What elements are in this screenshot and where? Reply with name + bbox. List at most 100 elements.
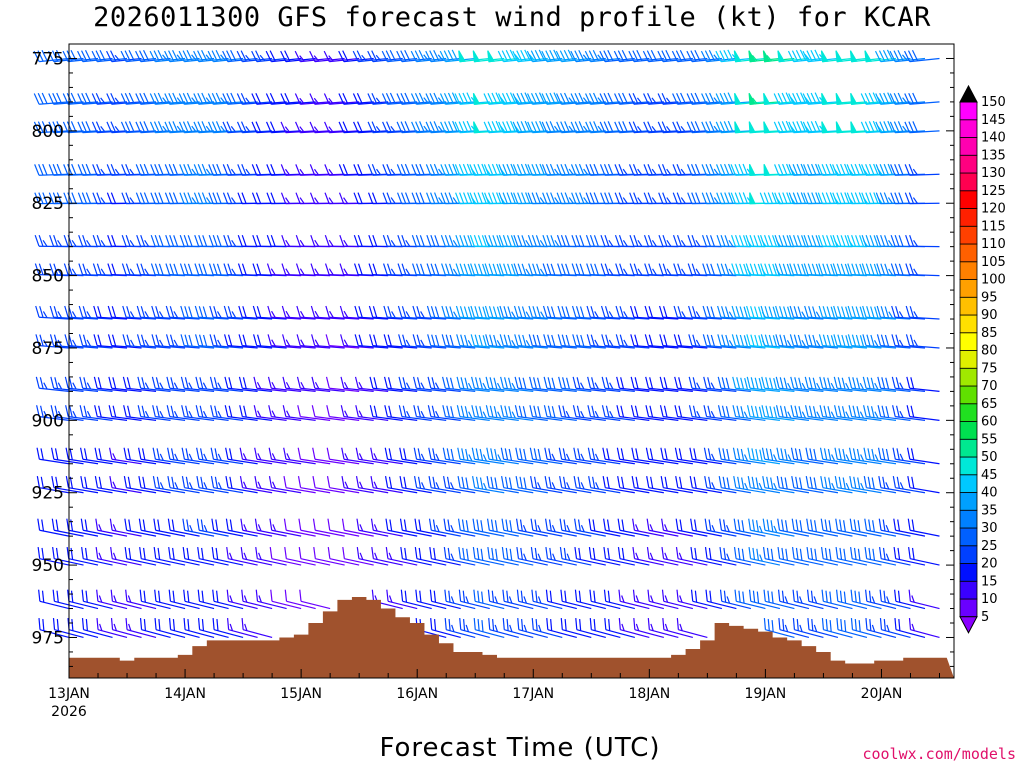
wind-barb: [37, 518, 70, 537]
barb-feather: [676, 164, 682, 176]
barb-feather: [680, 197, 686, 204]
barb-feather: [908, 589, 911, 602]
barb-feather: [575, 235, 581, 247]
barb-feather: [746, 376, 751, 389]
barb-feather: [705, 121, 711, 133]
barb-feather: [759, 554, 763, 562]
barb-feather: [804, 305, 809, 318]
wind-barb: [225, 518, 258, 537]
barb-staff: [242, 387, 273, 392]
wind-barb: [269, 518, 302, 537]
wind-barb: [81, 618, 113, 639]
barb-feather: [687, 192, 693, 204]
barb-staff: [213, 101, 244, 105]
barb-feather: [271, 453, 276, 461]
barb-staff: [778, 101, 809, 105]
wind-barb: [630, 376, 664, 392]
barb-feather: [673, 334, 679, 346]
wind-barb: [499, 305, 534, 320]
barb-feather: [886, 624, 890, 632]
barb-staff: [112, 529, 142, 537]
barb-feather: [740, 448, 745, 461]
barb-feather: [690, 164, 697, 176]
barb-staff: [663, 416, 693, 421]
barb-feather: [910, 377, 915, 389]
wind-barb: [717, 405, 751, 421]
barb-feather: [828, 520, 832, 532]
barb-feather: [494, 520, 498, 532]
barb-feather: [106, 93, 113, 105]
barb-feather: [522, 377, 527, 390]
wind-barb: [168, 589, 200, 610]
barb-feather: [55, 547, 59, 560]
barb-feather: [642, 50, 650, 62]
barb-feather: [354, 305, 359, 318]
barb-feather: [34, 164, 40, 176]
barb-feather: [765, 448, 770, 460]
barb-staff: [880, 529, 911, 537]
barb-feather: [375, 54, 382, 62]
barb-feather: [405, 311, 411, 319]
barb-feather: [830, 263, 836, 276]
wind-barb: [79, 405, 113, 421]
barb-feather: [690, 93, 697, 105]
barb-feather: [50, 447, 55, 460]
barb-staff: [358, 458, 389, 465]
barb-feather: [912, 197, 918, 204]
barb-feather: [512, 50, 519, 62]
barb-feather: [412, 334, 417, 346]
wind-barb: [804, 334, 838, 349]
barb-feather: [502, 235, 508, 247]
barb-feather: [837, 306, 842, 318]
barb-feather: [280, 93, 287, 105]
barb-feather: [96, 589, 99, 602]
barb-feather: [99, 49, 106, 62]
barb-feather: [475, 405, 480, 418]
barb-feather: [635, 448, 639, 460]
barb-feather: [403, 519, 407, 532]
barb-staff: [706, 529, 737, 537]
wind-barb: [178, 121, 215, 134]
barb-staff: [228, 600, 258, 610]
barb-feather: [500, 376, 505, 389]
barb-feather: [267, 305, 272, 318]
barb-feather: [541, 164, 548, 176]
wind-barb: [500, 405, 534, 421]
plot-frame: [68, 43, 955, 679]
barb-staff: [605, 487, 635, 494]
barb-feather: [856, 377, 861, 390]
wind-barb: [296, 376, 331, 392]
barb-feather: [875, 121, 882, 133]
barb-feather: [605, 377, 610, 389]
barb-staff: [300, 600, 331, 610]
barb-feather: [863, 405, 867, 417]
barb-feather: [100, 126, 106, 133]
barb-staff: [895, 600, 926, 610]
wind-barb: [410, 49, 447, 63]
barb-feather: [503, 334, 508, 347]
barb-feather: [592, 519, 596, 532]
barb-feather: [411, 234, 417, 247]
wind-barb: [296, 334, 331, 349]
barb-feather: [672, 234, 678, 247]
barb-feather: [184, 306, 189, 318]
barb-feather: [548, 448, 552, 460]
barb-feather: [657, 93, 664, 105]
wind-barb: [252, 305, 287, 320]
barb-feather: [828, 477, 832, 490]
barb-feather: [781, 590, 785, 603]
barb-feather: [758, 335, 763, 347]
wind-barb: [80, 518, 113, 537]
wind-barb: [762, 518, 795, 537]
barb-feather: [387, 377, 392, 389]
wind-barb: [833, 334, 867, 349]
barb-feather: [649, 448, 654, 460]
wind-barb: [672, 121, 708, 134]
barb-staff: [866, 101, 897, 105]
barb-feather: [594, 410, 600, 418]
barb-feather: [530, 93, 537, 105]
barb-feather: [607, 92, 614, 104]
barb-staff: [314, 316, 345, 320]
wind-barb: [732, 376, 766, 392]
